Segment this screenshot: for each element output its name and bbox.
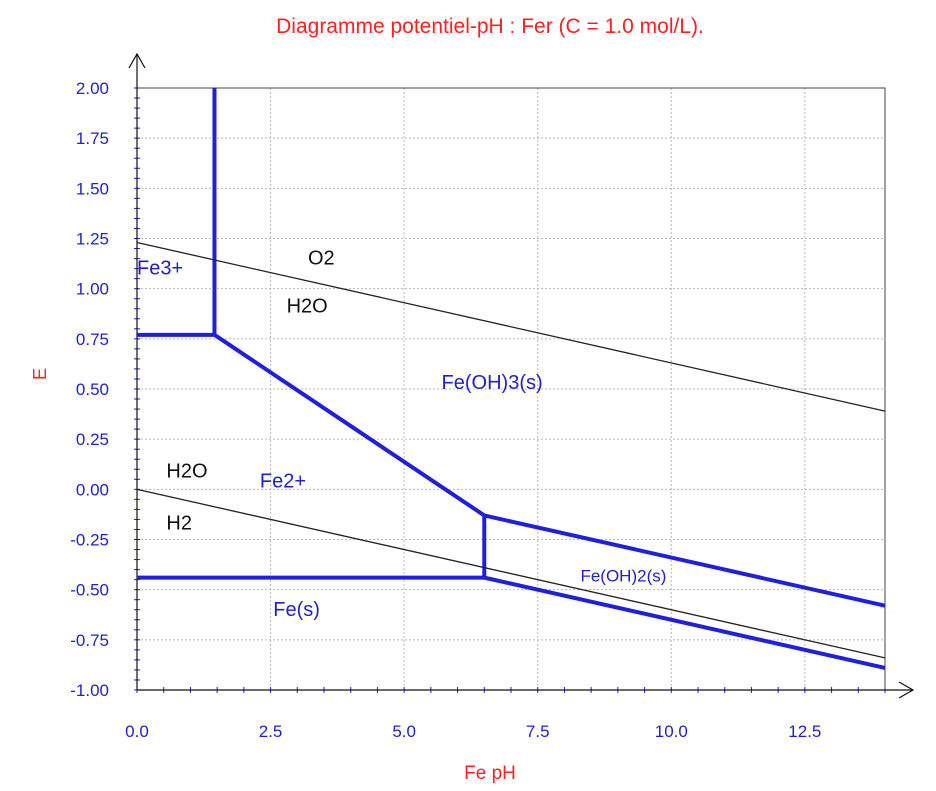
domain-boundary-line — [483, 575, 886, 670]
y-axis-label: E — [30, 368, 50, 380]
y-tick-label: 0.25 — [76, 430, 109, 449]
x-tick-label: 5.0 — [392, 722, 416, 741]
y-tick-label: 1.75 — [76, 129, 109, 148]
water-stability-line — [136, 488, 886, 659]
y-tick-label: 1.00 — [76, 280, 109, 299]
x-tick-label: 2.5 — [259, 722, 283, 741]
y-tick-label: 2.00 — [76, 79, 109, 98]
region-label: O2 — [308, 248, 335, 270]
y-tick-label: 0.75 — [76, 330, 109, 349]
y-tick-label: 1.25 — [76, 230, 109, 249]
y-tick-label: 1.50 — [76, 179, 109, 198]
axes — [128, 52, 915, 699]
x-axis-arrow-icon — [898, 681, 915, 699]
y-tick-label: -0.50 — [70, 581, 109, 600]
region-label: H2O — [287, 296, 328, 318]
domain-boundary-line — [213, 333, 486, 518]
region-label: Fe2+ — [260, 470, 306, 492]
y-tick-label: -1.00 — [70, 681, 109, 700]
y-tick-label: 0.00 — [76, 480, 109, 499]
region-label: Fe3+ — [137, 258, 183, 280]
domain-boundary-line — [483, 513, 886, 608]
x-tick-label: 10.0 — [655, 722, 688, 741]
region-labels: Fe3+ O2 H2O Fe(OH)3(s) H2O Fe2+ H2 Fe(OH)2(s) Fe… — [137, 248, 666, 621]
x-tick-label: 0.0 — [125, 722, 149, 741]
x-tick-label: 7.5 — [526, 722, 550, 741]
region-label: Fe(OH)2(s) — [580, 567, 666, 586]
x-axis-label: Fe pH — [464, 763, 516, 784]
x-tick-labels: 0.0 2.5 5.0 7.5 10.0 12.5 — [125, 722, 821, 741]
water-stability-line — [136, 241, 886, 412]
y-tick-labels: -1.00 -0.75 -0.50 -0.25 0.00 0.25 0.50 0.75 1.00… — [70, 79, 109, 700]
region-label: H2O — [166, 460, 207, 482]
region-label: Fe(s) — [273, 599, 320, 621]
x-tick-label: 12.5 — [788, 722, 821, 741]
region-label: Fe(OH)3(s) — [442, 372, 543, 394]
y-axis-arrow-icon — [128, 52, 146, 69]
y-tick-label: -0.25 — [70, 531, 109, 550]
series-lines — [136, 88, 886, 670]
y-tick-label: -0.75 — [70, 631, 109, 650]
chart-title: Diagramme potentiel-pH : Fer (C = 1.0 mo… — [276, 15, 704, 38]
y-tick-label: 0.50 — [76, 380, 109, 399]
region-label: H2 — [166, 512, 192, 534]
